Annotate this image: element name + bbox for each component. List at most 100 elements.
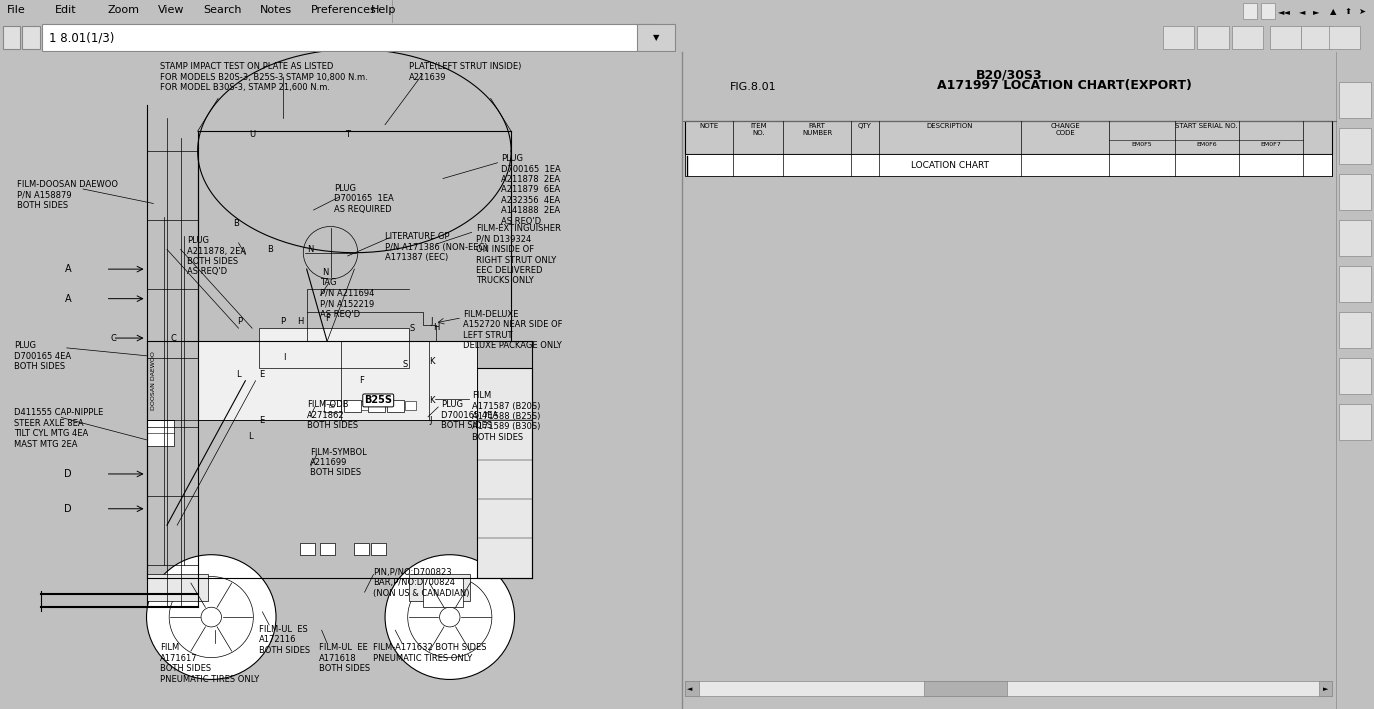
Text: P: P [280, 317, 286, 326]
Text: F: F [324, 314, 330, 323]
Bar [344, 401, 361, 412]
Text: LOCATION CHART: LOCATION CHART [911, 160, 989, 169]
Text: E: E [260, 415, 264, 425]
Bar [1270, 26, 1301, 50]
Text: K: K [429, 357, 434, 366]
Bar [354, 543, 370, 554]
Text: T: T [345, 130, 350, 139]
Text: ⬆: ⬆ [1344, 7, 1352, 16]
Text: L: L [236, 369, 240, 379]
Bar [686, 681, 1333, 696]
Text: E: E [260, 369, 264, 379]
Bar [1340, 82, 1370, 118]
Text: S: S [403, 360, 408, 369]
Text: N: N [306, 245, 313, 254]
Bar [1329, 26, 1360, 50]
Bar [357, 401, 368, 411]
Text: Edit: Edit [55, 5, 77, 15]
Text: Preferences: Preferences [311, 5, 376, 15]
Text: L: L [249, 432, 253, 441]
Text: ITEM
NO.: ITEM NO. [750, 123, 767, 136]
Circle shape [440, 607, 460, 627]
Bar [258, 328, 409, 367]
Text: 1 8.01(1/3): 1 8.01(1/3) [49, 31, 114, 44]
Text: D: D [65, 469, 71, 479]
Text: D411555 CAP-NIPPLE
STEER AXLE 8EA
TILT CYL MTG 4EA
MAST MTG 2EA: D411555 CAP-NIPPLE STEER AXLE 8EA TILT C… [14, 408, 103, 449]
Text: J: J [431, 317, 433, 326]
Text: FILM-DELUXE
A152720 NEAR SIDE OF
LEFT STRUT
DELUXE PACKAGE ONLY: FILM-DELUXE A152720 NEAR SIDE OF LEFT ST… [463, 310, 563, 350]
Bar [392, 401, 403, 411]
Text: ◄: ◄ [687, 686, 692, 692]
Text: QTY: QTY [859, 123, 872, 129]
Bar [686, 121, 1333, 155]
Bar [638, 24, 675, 51]
Text: EM0F6: EM0F6 [1197, 142, 1217, 147]
Text: P: P [238, 317, 242, 326]
Bar [405, 401, 416, 411]
Text: A171997 LOCATION CHART(EXPORT): A171997 LOCATION CHART(EXPORT) [937, 79, 1191, 91]
Bar [1340, 266, 1370, 302]
Text: FILM-ODB
A271862
BOTH SIDES: FILM-ODB A271862 BOTH SIDES [306, 401, 357, 430]
Bar [387, 401, 404, 412]
Bar [1243, 4, 1257, 19]
Text: C: C [170, 333, 177, 342]
Text: PLATE(LEFT STRUT INSIDE)
A211639: PLATE(LEFT STRUT INSIDE) A211639 [409, 62, 521, 82]
Bar [1340, 312, 1370, 348]
Bar [147, 420, 173, 447]
Text: ▲: ▲ [1330, 7, 1336, 16]
Bar [686, 155, 1333, 176]
Bar [423, 578, 463, 607]
Bar [371, 543, 386, 554]
Text: DESCRIPTION: DESCRIPTION [926, 123, 973, 129]
Text: FILM-UL  EE
A171618
BOTH SIDES: FILM-UL EE A171618 BOTH SIDES [319, 643, 370, 673]
Text: FILM
A171587 (B20S)
A171588 (B25S)
A171589 (B30S)
BOTH SIDES: FILM A171587 (B20S) A171588 (B25S) A1715… [473, 391, 540, 442]
Bar [1301, 26, 1333, 50]
Text: TAG
P/N A211694
P/N A152219
AS REQ'D: TAG P/N A211694 P/N A152219 AS REQ'D [320, 279, 375, 318]
Bar [320, 543, 335, 554]
Text: F: F [359, 376, 364, 385]
Text: STAMP IMPACT TEST ON PLATE AS LISTED
FOR MODELS B20S-3, B25S-3 STAMP 10,800 N.m.: STAMP IMPACT TEST ON PLATE AS LISTED FOR… [161, 62, 368, 92]
Text: FILM-EXTINGUISHER
P/N D139324
ON INSIDE OF
RIGHT STRUT ONLY
EEC DELIVERED
TRUCKS: FILM-EXTINGUISHER P/N D139324 ON INSIDE … [475, 225, 561, 286]
Text: B25S: B25S [364, 396, 392, 406]
Text: B: B [234, 218, 239, 228]
Text: Zoom: Zoom [107, 5, 139, 15]
Text: ▼: ▼ [653, 33, 660, 42]
Text: PLUG
D700165  1EA
A211878  2EA
A211879  6EA
A232356  4EA
A141888  2EA
AS REQ'D: PLUG D700165 1EA A211878 2EA A211879 6EA… [502, 155, 561, 225]
Bar [923, 681, 1007, 696]
Bar [1340, 403, 1370, 440]
Circle shape [385, 554, 514, 679]
Bar [477, 367, 532, 578]
Text: EM0F5: EM0F5 [1132, 142, 1153, 147]
Text: Search: Search [203, 5, 242, 15]
Bar [1340, 220, 1370, 256]
Text: PIN,P/NO:D700823
BAR,P/NO:D700824
(NON US & CANADIAN): PIN,P/NO:D700823 BAR,P/NO:D700824 (NON U… [374, 568, 470, 598]
Text: START SERIAL NO.: START SERIAL NO. [1175, 123, 1238, 129]
Bar [409, 574, 470, 601]
Text: H: H [297, 317, 304, 326]
Bar [371, 401, 382, 411]
Text: B20/30S3: B20/30S3 [976, 69, 1041, 82]
Text: FILM-SYMBOL
A211699
BOTH SIDES: FILM-SYMBOL A211699 BOTH SIDES [311, 447, 367, 477]
Text: C: C [111, 333, 117, 342]
Text: EM0F7: EM0F7 [1260, 142, 1281, 147]
Text: H: H [433, 323, 440, 332]
Text: K: K [429, 396, 434, 405]
Bar [324, 401, 341, 412]
Text: A: A [65, 264, 71, 274]
Bar [1340, 128, 1370, 164]
Text: CHANGE
CODE: CHANGE CODE [1050, 123, 1080, 136]
Bar [147, 574, 207, 601]
Bar [1197, 26, 1228, 50]
Circle shape [201, 607, 221, 627]
Text: FILM
A171617
BOTH SIDES
PNEUMATIC TIRES ONLY: FILM A171617 BOTH SIDES PNEUMATIC TIRES … [161, 643, 260, 683]
Text: Notes: Notes [260, 5, 291, 15]
Text: B: B [267, 245, 273, 254]
Text: File: File [7, 5, 26, 15]
Bar [1261, 4, 1275, 19]
Bar [1319, 681, 1333, 696]
Bar [198, 341, 477, 420]
Circle shape [147, 554, 276, 679]
Text: DOOSAN DAEWOO: DOOSAN DAEWOO [151, 351, 155, 411]
Text: PART
NUMBER: PART NUMBER [802, 123, 833, 136]
Text: PLUG
D700165  1EA
AS REQUIRED: PLUG D700165 1EA AS REQUIRED [334, 184, 394, 213]
